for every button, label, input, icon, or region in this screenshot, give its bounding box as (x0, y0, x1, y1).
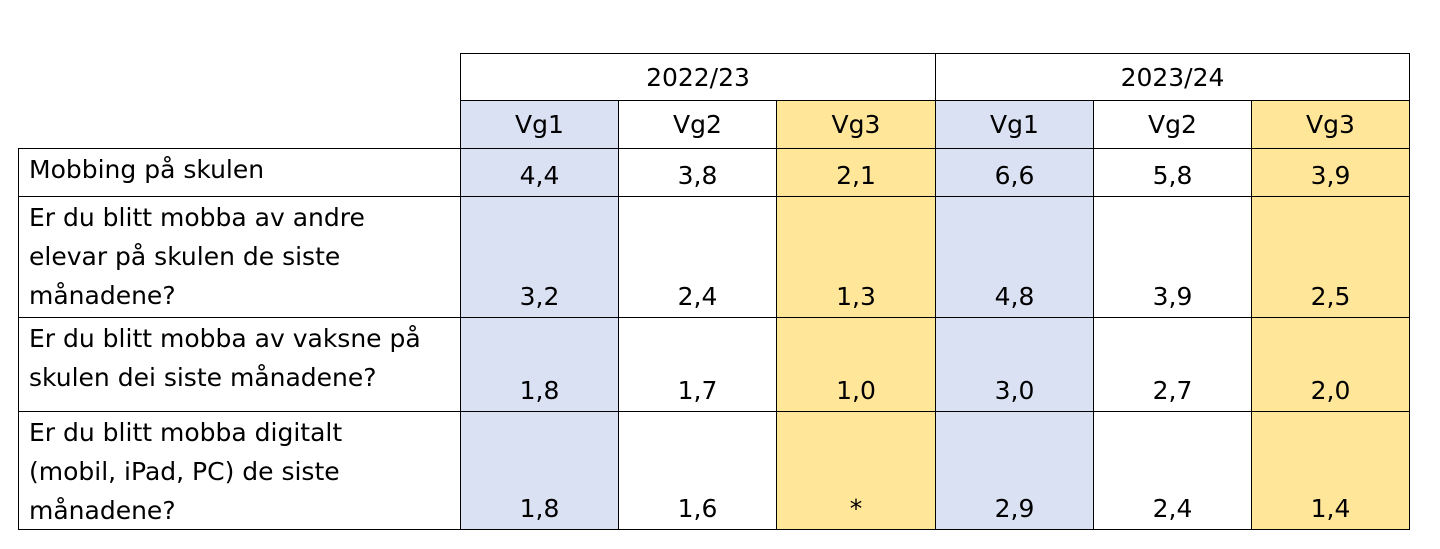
value-cell: 1,6 (618, 411, 777, 530)
grade-header-vg3: Vg3 (776, 100, 936, 149)
grade-header-vg3: Vg3 (1251, 100, 1410, 149)
grade-header-vg2: Vg2 (618, 100, 777, 149)
value-cell: 3,8 (618, 148, 777, 197)
value-cell: 2,7 (1093, 317, 1252, 412)
value-cell: 4,4 (460, 148, 619, 197)
value-cell: * (776, 411, 936, 530)
value-cell: 1,8 (460, 317, 619, 412)
value-cell: 2,5 (1251, 196, 1410, 318)
value-cell: 6,6 (935, 148, 1094, 197)
year-header-2023-24: 2023/24 (935, 53, 1410, 101)
bullying-statistics-table: 2022/23 2023/24 Vg1 Vg2 Vg3 Vg1 Vg2 Vg3 … (18, 53, 1410, 530)
value-cell: 1,7 (618, 317, 777, 412)
value-cell: 3,9 (1251, 148, 1410, 197)
value-cell: 3,9 (1093, 196, 1252, 318)
grade-header-vg1: Vg1 (935, 100, 1094, 149)
value-cell: 2,1 (776, 148, 936, 197)
row-label: Mobbing på skulen (18, 148, 461, 197)
value-cell: 2,4 (618, 196, 777, 318)
value-cell: 3,2 (460, 196, 619, 318)
year-header-2022-23: 2022/23 (460, 53, 936, 101)
value-cell: 2,0 (1251, 317, 1410, 412)
grade-header-vg1: Vg1 (460, 100, 619, 149)
value-cell: 1,0 (776, 317, 936, 412)
value-cell: 4,8 (935, 196, 1094, 318)
value-cell: 3,0 (935, 317, 1094, 412)
grade-header-vg2: Vg2 (1093, 100, 1252, 149)
row-label: Er du blitt mobba digitalt (mobil, iPad,… (18, 411, 461, 530)
row-label: Er du blitt mobba av andre elevar på sku… (18, 196, 461, 318)
row-label: Er du blitt mobba av vaksne på skulen de… (18, 317, 461, 412)
value-cell: 2,4 (1093, 411, 1252, 530)
value-cell: 1,3 (776, 196, 936, 318)
value-cell: 1,4 (1251, 411, 1410, 530)
value-cell: 5,8 (1093, 148, 1252, 197)
value-cell: 2,9 (935, 411, 1094, 530)
value-cell: 1,8 (460, 411, 619, 530)
